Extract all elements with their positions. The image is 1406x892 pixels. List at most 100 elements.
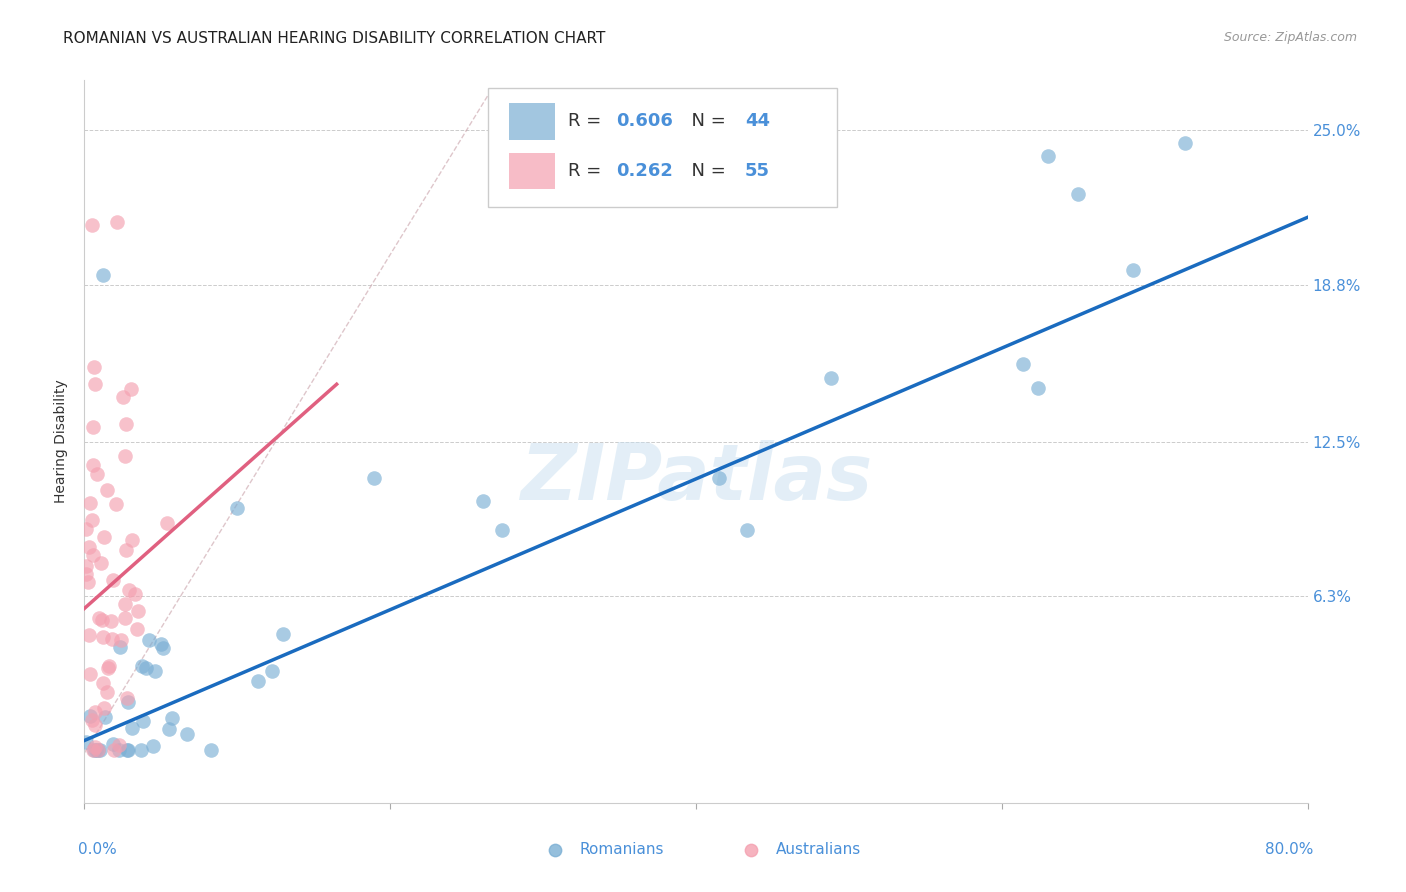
Point bbox=[75, 522, 97, 536]
Point bbox=[93, 700, 115, 714]
Point bbox=[143, 664, 166, 678]
Point bbox=[115, 417, 138, 431]
Point bbox=[129, 743, 152, 757]
Point bbox=[82, 743, 104, 757]
Point bbox=[87, 743, 110, 757]
Text: Australians: Australians bbox=[776, 842, 860, 857]
Text: 0.606: 0.606 bbox=[616, 112, 673, 130]
Point bbox=[91, 676, 114, 690]
Point bbox=[471, 494, 494, 508]
Point bbox=[87, 743, 110, 757]
Point bbox=[115, 543, 138, 558]
Point bbox=[89, 743, 111, 757]
Point bbox=[77, 540, 100, 554]
Point bbox=[820, 371, 842, 385]
Point bbox=[115, 691, 138, 706]
Point bbox=[491, 523, 513, 537]
FancyBboxPatch shape bbox=[488, 87, 837, 207]
Point bbox=[117, 743, 139, 757]
Point bbox=[94, 710, 117, 724]
Point bbox=[131, 659, 153, 673]
Point bbox=[1026, 381, 1049, 395]
Point bbox=[1036, 149, 1059, 163]
Point bbox=[93, 530, 115, 544]
Point bbox=[75, 559, 97, 574]
Point bbox=[135, 661, 157, 675]
Point bbox=[125, 622, 148, 636]
Point bbox=[1011, 358, 1033, 372]
Point bbox=[103, 573, 125, 587]
Point bbox=[114, 611, 136, 625]
Bar bbox=[509, 153, 555, 189]
Point bbox=[86, 467, 108, 481]
Point bbox=[101, 738, 124, 752]
Point bbox=[79, 496, 101, 510]
Point bbox=[118, 582, 141, 597]
Point bbox=[84, 743, 107, 757]
Point bbox=[156, 516, 179, 531]
Point bbox=[114, 597, 136, 611]
Point bbox=[75, 566, 97, 581]
Point bbox=[98, 659, 121, 673]
Point bbox=[246, 674, 269, 689]
Point bbox=[79, 709, 101, 723]
Point bbox=[87, 611, 110, 625]
Point bbox=[103, 743, 125, 757]
Point bbox=[83, 717, 105, 731]
Text: 0.0%: 0.0% bbox=[79, 842, 117, 857]
Text: 55: 55 bbox=[745, 161, 770, 179]
Point bbox=[83, 743, 105, 757]
Point bbox=[108, 738, 131, 752]
Point bbox=[96, 483, 118, 497]
Text: Source: ZipAtlas.com: Source: ZipAtlas.com bbox=[1223, 31, 1357, 45]
Y-axis label: Hearing Disability: Hearing Disability bbox=[55, 380, 69, 503]
Point bbox=[77, 628, 100, 642]
Point bbox=[707, 470, 730, 484]
Point bbox=[157, 722, 180, 736]
Point bbox=[108, 640, 131, 654]
Point bbox=[84, 377, 107, 392]
Point bbox=[121, 533, 143, 548]
Point bbox=[115, 743, 138, 757]
Point bbox=[142, 739, 165, 754]
Point bbox=[124, 587, 146, 601]
Point bbox=[1174, 136, 1197, 150]
Point bbox=[91, 630, 114, 644]
Point bbox=[75, 734, 97, 748]
Point bbox=[1067, 186, 1090, 201]
Point bbox=[76, 574, 98, 589]
Text: 80.0%: 80.0% bbox=[1265, 842, 1313, 857]
Point bbox=[176, 727, 198, 741]
Point bbox=[117, 695, 139, 709]
Point bbox=[150, 637, 173, 651]
Point bbox=[226, 501, 249, 516]
Point bbox=[91, 613, 114, 627]
Text: N =: N = bbox=[681, 161, 731, 179]
Text: R =: R = bbox=[568, 112, 606, 130]
Point bbox=[111, 390, 134, 404]
Text: Romanians: Romanians bbox=[579, 842, 664, 857]
Point bbox=[96, 684, 118, 698]
Point bbox=[363, 471, 385, 485]
Point bbox=[114, 449, 136, 463]
Point bbox=[83, 359, 105, 374]
Point bbox=[108, 743, 131, 757]
Point bbox=[82, 420, 104, 434]
Text: 44: 44 bbox=[745, 112, 770, 130]
Point bbox=[735, 523, 758, 537]
Point bbox=[200, 743, 222, 757]
Point bbox=[110, 632, 132, 647]
Point bbox=[80, 713, 103, 727]
Point bbox=[84, 739, 107, 754]
Point bbox=[105, 215, 128, 229]
Point bbox=[80, 218, 103, 232]
Point bbox=[121, 721, 143, 735]
Point bbox=[82, 513, 104, 527]
Text: N =: N = bbox=[681, 112, 731, 130]
Bar bbox=[509, 103, 555, 139]
Point bbox=[260, 664, 283, 678]
Point bbox=[138, 633, 160, 648]
Point bbox=[1122, 262, 1144, 277]
Point bbox=[79, 667, 101, 681]
Point bbox=[132, 714, 155, 728]
